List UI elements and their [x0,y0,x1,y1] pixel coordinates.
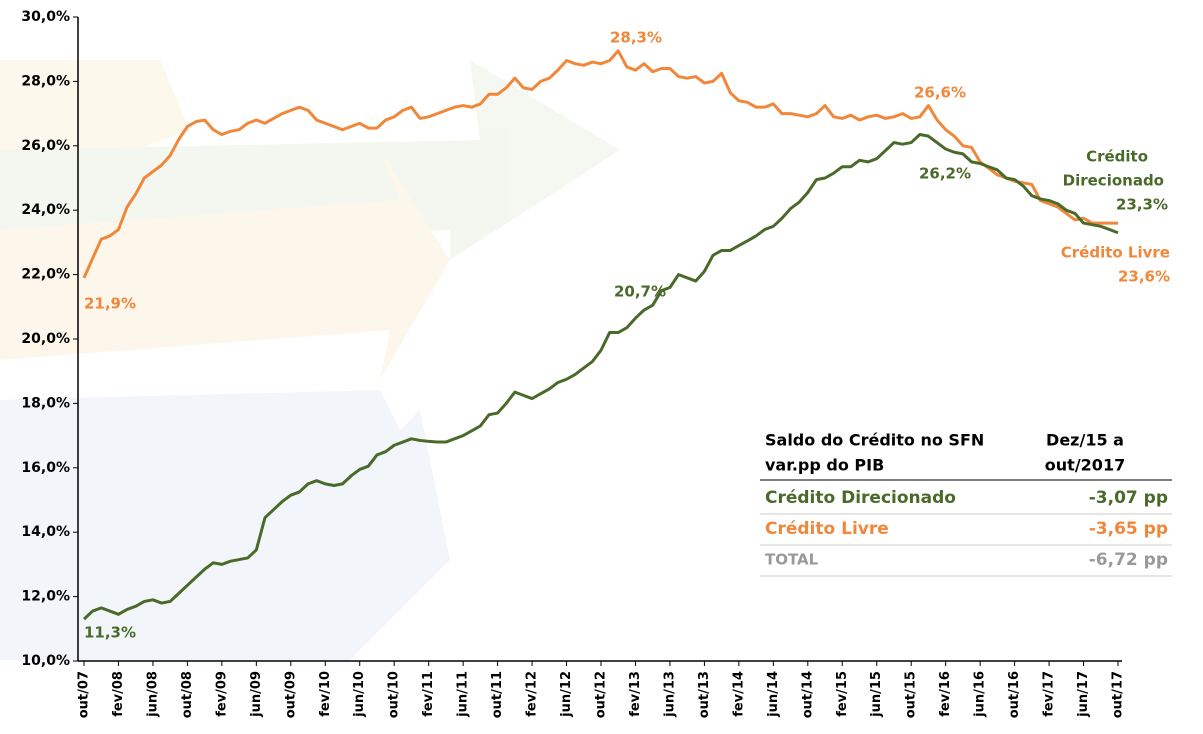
x-tick-label: jun/17 [1076,671,1091,718]
x-tick-label: fev/12 [525,671,540,717]
x-tick-label: jun/16 [973,671,988,718]
y-tick-label: 22,0% [21,267,70,283]
x-tick-label: jun/11 [456,671,471,718]
y-tick-label: 28,0% [21,73,70,89]
x-tick-label: fev/10 [318,671,333,717]
annotation: 26,6% [914,84,966,102]
annotation: Crédito [1086,148,1148,166]
x-tick-label: fev/11 [421,671,436,717]
table-header: Saldo do Crédito no SFN [765,431,984,450]
x-tick-label: jun/10 [352,671,367,718]
x-tick-label: out/17 [1111,671,1126,718]
table-row-value: -3,07 pp [1089,488,1168,508]
series-line [82,49,1118,279]
y-tick-label: 14,0% [21,524,70,540]
y-tick-label: 30,0% [21,9,70,25]
table-header: var.pp do PIB [765,456,884,475]
x-tick-label: fev/13 [628,671,643,717]
table-row-name: Crédito Direcionado [765,488,956,508]
table-row-name: TOTAL [765,551,819,569]
x-tick-label: out/11 [490,671,505,718]
annotation: 23,3% [1116,196,1168,214]
x-tick-label: jun/14 [766,671,781,718]
annotation: Crédito Livre [1061,244,1170,262]
y-tick-label: 18,0% [21,395,70,411]
background-arrows [0,60,620,660]
x-tick-label: out/07 [77,671,92,718]
x-tick-label: fev/16 [938,671,953,717]
x-tick-label: out/12 [594,671,609,718]
x-tick-label: out/10 [387,671,402,718]
table-row-value: -3,65 pp [1089,519,1168,539]
x-tick-label: out/09 [283,671,298,718]
x-tick-label: out/15 [904,671,919,718]
annotation: Direcionado [1063,172,1164,190]
y-tick-label: 12,0% [21,589,70,605]
x-tick-label: fev/17 [1042,671,1057,717]
y-tick-label: 16,0% [21,460,70,476]
x-tick-label: jun/08 [145,671,160,718]
annotation: 21,9% [84,295,136,313]
y-tick-label: 26,0% [21,138,70,154]
annotation: 26,2% [919,165,971,183]
x-tick-label: fev/15 [835,671,850,717]
x-tick-label: out/13 [697,671,712,718]
table-header: Dez/15 a [1046,431,1124,450]
x-tick-label: fev/09 [214,671,229,717]
x-tick-label: out/08 [180,671,195,718]
x-tick-label: fev/08 [111,671,126,717]
series-line [82,133,1119,621]
x-tick-label: jun/12 [559,671,574,718]
x-tick-label: jun/13 [662,671,677,718]
annotation: 20,7% [614,283,666,301]
x-tick-label: fev/14 [731,671,746,717]
y-tick-label: 24,0% [21,202,70,218]
y-tick-label: 20,0% [21,331,70,347]
table-row-value: -6,72 pp [1089,550,1168,570]
table-row-name: Crédito Livre [765,519,889,539]
x-tick-label: out/16 [1007,671,1022,718]
x-tick-label: jun/09 [249,671,264,718]
annotation: 11,3% [84,624,136,642]
table-header: out/2017 [1045,456,1125,475]
annotation: 28,3% [610,29,662,47]
annotation: 23,6% [1118,268,1170,286]
x-tick-label: out/14 [800,671,815,718]
y-tick-label: 10,0% [21,653,70,669]
x-tick-label: jun/15 [869,671,884,718]
